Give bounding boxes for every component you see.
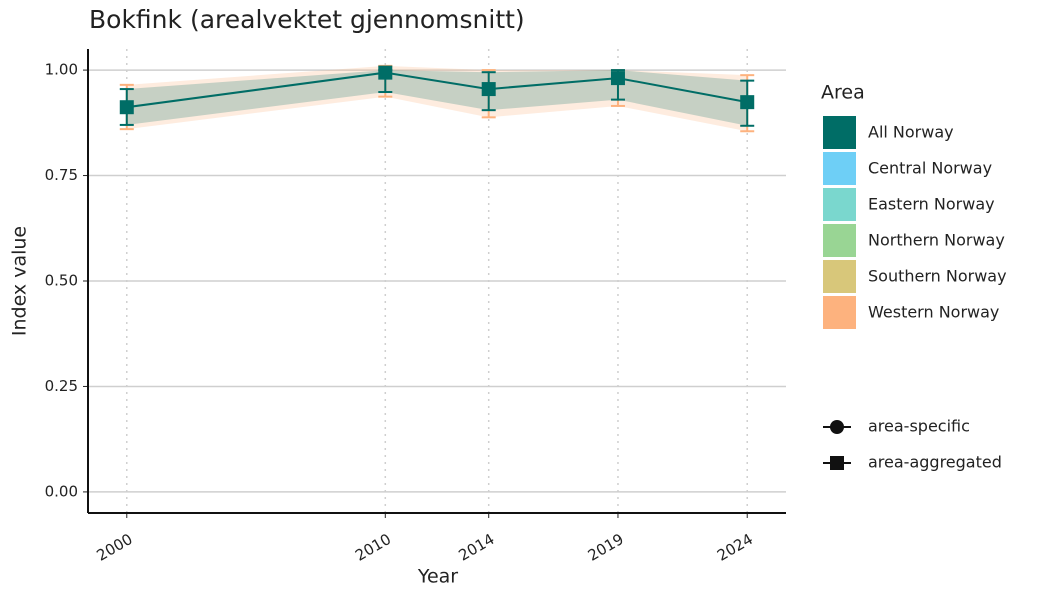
point (119, 100, 134, 115)
legend-label: Central Norway (868, 159, 992, 178)
point (740, 95, 755, 110)
x-tick-label: 2010 (352, 530, 394, 565)
legend-shape (830, 420, 844, 434)
y-tick-label: 0.75 (45, 166, 78, 184)
legend-swatch (823, 188, 856, 221)
legend-swatch (823, 224, 856, 257)
x-tick-label: 2014 (455, 530, 497, 565)
chart-title: Bokfink (arealvektet gjennomsnitt) (89, 5, 525, 34)
legend-label: All Norway (868, 123, 954, 142)
legend-title: Area (821, 82, 865, 104)
ribbon (126, 70, 748, 126)
point (378, 65, 393, 80)
legend-label: Western Norway (868, 303, 999, 322)
legend-label: area-specific (868, 417, 970, 436)
y-tick-label: 1.00 (45, 61, 78, 79)
x-tick-label: 2019 (585, 530, 627, 565)
point (481, 82, 496, 97)
legend-label: Eastern Norway (868, 195, 995, 214)
point (610, 71, 625, 86)
legend-shape (830, 456, 844, 470)
y-tick-label: 0.25 (45, 377, 78, 395)
x-tick-label: 2024 (714, 530, 756, 565)
legend-label: area-aggregated (868, 453, 1002, 472)
legend-swatch (823, 152, 856, 185)
ribbon (126, 65, 748, 132)
legend-swatch (823, 260, 856, 293)
y-axis-label: Index value (9, 226, 31, 336)
x-axis-label: Year (417, 566, 458, 588)
legend-swatch (823, 116, 856, 149)
y-tick-label: 0.50 (45, 272, 78, 290)
y-tick-label: 0.00 (45, 482, 78, 500)
legend-label: Southern Norway (868, 267, 1007, 286)
legend-swatch (823, 296, 856, 329)
legend-label: Northern Norway (868, 231, 1005, 250)
x-tick-label: 2000 (94, 530, 136, 565)
